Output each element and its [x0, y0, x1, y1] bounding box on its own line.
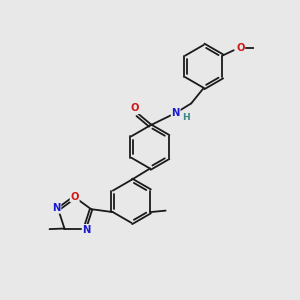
Text: O: O: [70, 192, 79, 202]
Text: O: O: [131, 103, 139, 113]
Text: O: O: [236, 44, 244, 53]
Text: N: N: [82, 225, 91, 235]
Text: N: N: [52, 203, 61, 213]
Text: H: H: [183, 113, 190, 122]
Text: N: N: [172, 108, 180, 118]
